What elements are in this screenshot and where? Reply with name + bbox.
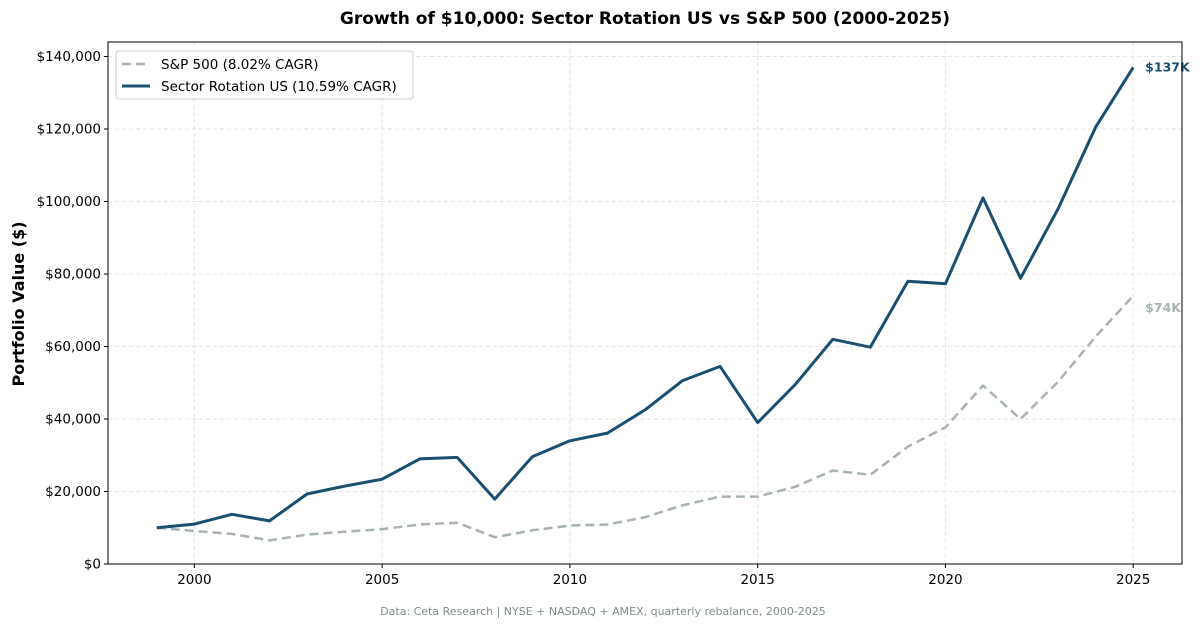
legend-box — [115, 50, 414, 100]
y-tick-label: $40,000 — [45, 412, 101, 428]
chart-title: Growth of $10,000: Sector Rotation US vs… — [340, 9, 950, 29]
y-tick-label: $140,000 — [37, 49, 101, 65]
x-tick-label: 2020 — [928, 572, 962, 588]
series-line-0 — [156, 294, 1135, 542]
x-tick-label: 2000 — [177, 572, 211, 588]
legend: S&P 500 (8.02% CAGR) Sector Rotation US (… — [115, 50, 414, 100]
x-tick-label: 2010 — [553, 572, 587, 588]
y-tick-label: $80,000 — [45, 267, 101, 283]
y-tick-label: $0 — [84, 557, 101, 573]
end-value-label: $74K — [1145, 300, 1182, 315]
series-line-1 — [156, 66, 1135, 530]
end-value-label: $137K — [1145, 59, 1191, 74]
x-tick-label: 2025 — [1116, 572, 1150, 588]
y-tick-label: $60,000 — [45, 339, 101, 355]
y-tick-label: $20,000 — [45, 484, 101, 500]
x-tick-label: 2015 — [740, 572, 774, 588]
x-tick-label: 2005 — [365, 572, 399, 588]
y-tick-label: $120,000 — [37, 122, 101, 138]
plot-frame — [107, 41, 1183, 565]
y-axis-label: Portfolio Value ($) — [9, 221, 28, 386]
footnote: Data: Ceta Research | NYSE + NASDAQ + AM… — [380, 605, 826, 618]
legend-label: Sector Rotation US (10.59% CAGR) — [161, 79, 397, 95]
legend-label: S&P 500 (8.02% CAGR) — [161, 57, 319, 73]
y-tick-label: $100,000 — [37, 194, 101, 210]
